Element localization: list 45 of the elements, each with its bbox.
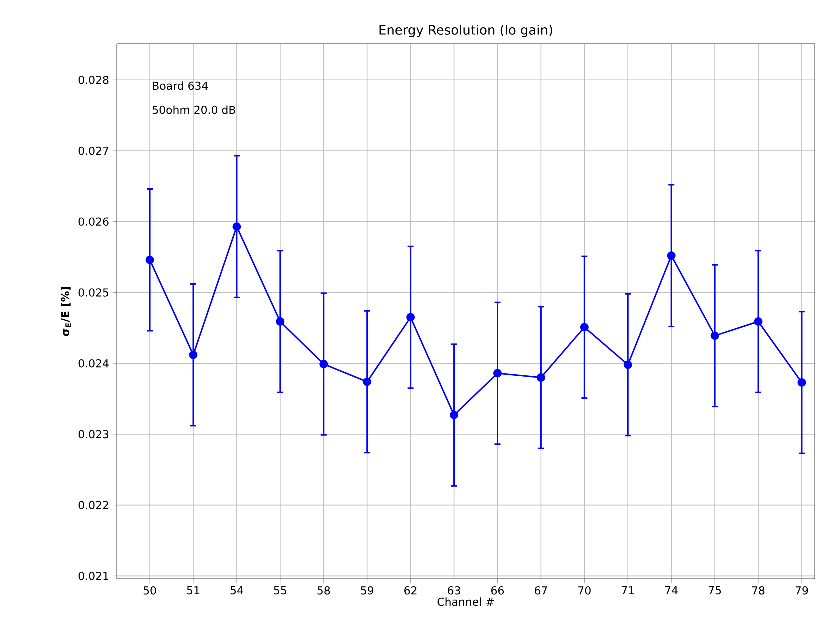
point [146,256,154,264]
point [450,411,459,420]
x-tick-label: 78 [752,586,765,595]
point [754,318,763,326]
x-tick-label: 71 [622,586,634,595]
y-tick-label: 0.023 [78,430,109,439]
y-tick-label: 0.022 [78,501,108,510]
x-tick-label: 51 [187,586,200,595]
x-tick-label: 67 [534,586,548,595]
y-tick-label: 0.028 [78,76,109,84]
y-tick-label: 0.025 [78,288,109,297]
x-tick-label: 63 [448,586,460,595]
y-tick-label: 0.027 [78,146,109,156]
x-tick-label: 59 [361,586,374,595]
x-tick-label: 75 [708,586,722,595]
point [798,378,806,387]
point [189,350,198,360]
x-tick-label: 54 [230,586,244,595]
x-tick-label: 55 [274,586,286,595]
y-tick-label: 0.026 [78,218,109,226]
y-tick-label: 0.024 [78,359,109,368]
x-tick-label: 62 [404,586,417,595]
y-tick-label: 0.021 [78,572,108,580]
point [667,252,676,260]
x-tick-label: 58 [318,586,330,595]
x-tick-label: 74 [666,586,678,595]
point [276,318,285,326]
annotation: 50ohm 20.0 dB [152,106,236,114]
x-tick-label: 79 [796,586,808,595]
annotation: Board 634 [153,82,208,90]
chart-title: Energy Resolution (lo gain) [380,24,552,38]
point [710,332,720,340]
point [363,378,372,386]
point [536,374,546,382]
point [493,369,502,378]
point [580,323,589,332]
x-axis-title: Channel # [438,598,494,606]
point [232,222,242,232]
x-tick-label: 70 [578,586,591,595]
text: σ$_{E}$/E [%] [61,287,72,336]
x-tick-label: 66 [492,586,504,595]
point [320,360,328,369]
point [624,360,632,370]
point [406,313,416,322]
x-tick-label: 50 [144,586,156,595]
